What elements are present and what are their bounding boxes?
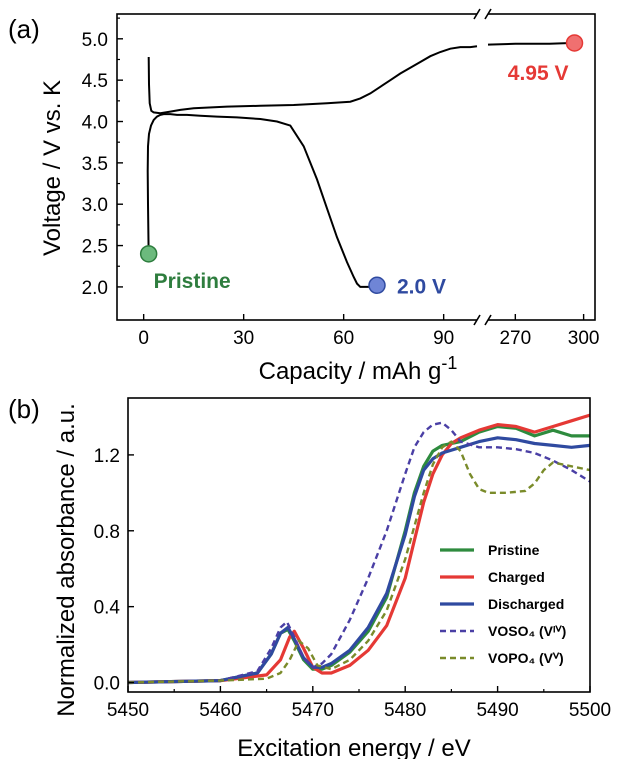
panel-b-y-axis-title: Normalized absorbance / a.u. [53, 403, 80, 717]
x-tick-seg2-label-2: 300 [568, 328, 600, 349]
panel-a-label: (a) [8, 14, 40, 44]
panel-a-curve-1 [146, 113, 377, 288]
legend-label-4: VOSO₄ (Vᴵⱽ) [488, 623, 566, 639]
panel-a-markers: Pristine 2.0 V 4.95 V [139, 34, 584, 298]
x-tick-label-2: 30 [233, 328, 254, 349]
y-tick-label-5: 4.0 [82, 113, 108, 134]
panel-b-label: (b) [8, 394, 40, 424]
panel-a-x-ticks: 0 30 60 90 270 300 [138, 314, 599, 349]
legend-label-5: VOPO₄ (Vⱽ) [488, 650, 564, 666]
x-tick-seg2-label-1: 270 [499, 328, 531, 349]
panel-b-y-ticks: 0.0 0.4 0.8 1.2 [94, 446, 134, 695]
x-tick-label-4: 90 [433, 328, 454, 349]
marker-label-1: Pristine [154, 270, 231, 293]
b-y-tick-label-3: 0.8 [94, 522, 120, 543]
legend-label-1: Pristine [488, 542, 540, 558]
marker-point-1 [139, 245, 158, 263]
y-tick-label-2: 2.5 [82, 237, 108, 258]
panel-a-curves [146, 41, 575, 288]
axis-break-mark-1 [473, 8, 481, 20]
panel-a-y-axis-title: Voltage / V vs. K [39, 80, 66, 256]
panel-b-legend: Pristine Charged Discharged VOSO₄ (Vᴵⱽ) VOPO… [440, 542, 566, 666]
series-line-4 [127, 421, 591, 684]
axis-break-gap-2 [477, 317, 488, 323]
panel-b: (b) 0.0 0.4 0.8 1.2 5450 5460 5470 5480 5490 550… [8, 394, 611, 762]
axis-break-mark-4 [484, 314, 492, 326]
series-line-3 [127, 436, 591, 685]
b-x-tick-label-1: 5450 [107, 700, 149, 721]
marker-point-3 [565, 34, 584, 52]
axis-break-gap-1 [477, 11, 488, 17]
b-y-tick-label-1: 0.0 [94, 674, 120, 695]
panel-a-y-ticks: 2.0 2.5 3.0 3.5 4.0 4.5 5.0 [82, 17, 123, 299]
b-x-tick-label-2: 5460 [199, 700, 241, 721]
axis-break-mark-2 [484, 8, 492, 20]
panel-b-curves [127, 413, 591, 685]
y-tick-label-4: 3.5 [82, 154, 108, 175]
b-x-tick-label-5: 5490 [476, 700, 518, 721]
b-y-tick-label-2: 0.4 [94, 598, 121, 619]
panel-b-x-axis-title: Excitation energy / eV [237, 735, 470, 759]
y-tick-label-6: 4.5 [82, 71, 108, 92]
panel-b-x-ticks: 5450 5460 5470 5480 5490 5500 [107, 686, 611, 721]
panel-a-x-axis-title: Capacity / mAh g-1 [259, 353, 458, 385]
panel-a-axes-box [116, 13, 596, 321]
b-y-tick-label-4: 1.2 [94, 446, 120, 467]
x-tick-label-1: 0 [138, 328, 149, 349]
panel-a-frame [116, 8, 596, 326]
marker-label-3: 4.95 V [508, 62, 569, 85]
y-tick-label-7: 5.0 [82, 30, 108, 51]
panel-a: (a) Pristine 2.0 V 4.95 V 2.0 2.5 3.0 3.5 4.0 4… [8, 8, 599, 385]
y-tick-label-3: 3.0 [82, 195, 108, 216]
x-tick-label-3: 60 [333, 328, 354, 349]
panel-a-curve-3 [487, 41, 575, 46]
axis-break-mark-3 [473, 314, 481, 326]
y-tick-label-1: 2.0 [82, 278, 108, 299]
legend-label-3: Discharged [488, 596, 564, 612]
panel-a-curve-2 [147, 45, 478, 115]
b-x-tick-label-4: 5480 [384, 700, 426, 721]
b-x-tick-label-6: 5500 [569, 700, 611, 721]
series-line-5 [127, 440, 591, 684]
b-x-tick-label-3: 5470 [292, 700, 334, 721]
marker-label-2: 2.0 V [397, 275, 446, 298]
marker-point-2 [368, 276, 386, 295]
legend-label-2: Charged [488, 569, 545, 585]
